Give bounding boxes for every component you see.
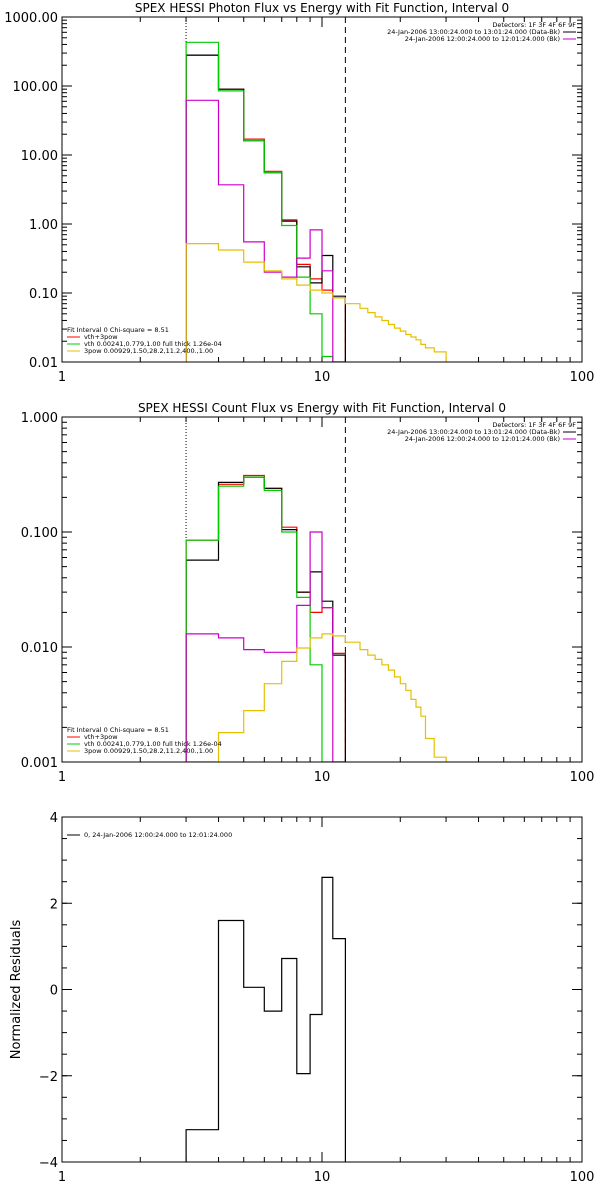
x-tick-label: 10 xyxy=(314,770,331,785)
x-tick-label: 10 xyxy=(314,1170,331,1185)
x-tick-label: 10 xyxy=(314,370,331,385)
y-tick-label: 100.00 xyxy=(13,80,59,95)
y-tick-label: −4 xyxy=(39,1156,58,1171)
series-group xyxy=(185,474,447,762)
series-line-2 xyxy=(185,54,346,362)
series-group xyxy=(185,41,447,362)
y-tick-label: 0 xyxy=(50,984,58,999)
legend-right-text: 24-Jan-2006 12:00:24.000 to 12:01:24.000… xyxy=(405,435,560,443)
legend-left-text: vth+3pow xyxy=(84,333,118,341)
y-tick-label: 0.010 xyxy=(21,641,58,656)
y-tick-label: 0.100 xyxy=(21,526,58,541)
series-group xyxy=(185,876,346,1162)
legend-left-text: Fit Interval 0 Chi-square = 8.51 xyxy=(67,726,169,734)
plot-frame xyxy=(61,416,583,763)
x-tick-label: 100 xyxy=(570,770,595,785)
y-tick-label: 0.01 xyxy=(29,356,58,371)
series-line-5 xyxy=(185,243,447,362)
legend-right-text: 24-Jan-2006 13:00:24.000 to 13:01:24.000… xyxy=(387,28,560,36)
x-tick-label: 1 xyxy=(58,770,66,785)
chart-panel-2: SPEX HESSI Count Flux vs Energy with Fit… xyxy=(21,401,595,785)
chart-panel-3: 1 10 100 4 2 0 −2 −4 Normalized Residuals 0, 24-J… xyxy=(9,811,594,1185)
y-tick-label: −2 xyxy=(39,1070,58,1085)
legend-left-text: 3pow 0.00929,1.50,28.2,11.2,400.,1.00 xyxy=(84,747,213,755)
chart-title: SPEX HESSI Count Flux vs Energy with Fit… xyxy=(138,401,506,415)
plot-frame xyxy=(61,816,583,1163)
y-tick-label: 1.000 xyxy=(21,411,58,426)
chart-title: SPEX HESSI Photon Flux vs Energy with Fi… xyxy=(135,1,509,15)
legend-right-text: 24-Jan-2006 12:00:24.000 to 12:01:24.000… xyxy=(405,35,560,43)
chart-panel-1: SPEX HESSI Photon Flux vs Energy with Fi… xyxy=(4,1,594,385)
series-line-3 xyxy=(185,476,346,762)
legend-left-text: vth+3pow xyxy=(84,733,118,741)
y-tick-label: 2 xyxy=(50,897,58,912)
series-line-4 xyxy=(185,531,346,762)
legend-right-text: Detectors: 1F 3F 4F 6F 9F xyxy=(492,21,576,29)
tick-marks xyxy=(61,16,583,363)
legend-left-text: Fit Interval 0 Chi-square = 8.51 xyxy=(67,326,169,334)
legend-left-text: 3pow 0.00929,1.50,28.2,11.2,400.,1.00 xyxy=(84,347,213,355)
series-line-5 xyxy=(186,633,447,762)
series-line-1 xyxy=(185,876,346,1162)
legend-right-text: Detectors: 1F 3F 4F 6F 9F xyxy=(492,421,576,429)
x-tick-label: 1 xyxy=(58,1170,66,1185)
x-tick-label: 100 xyxy=(570,370,595,385)
y-tick-label: 1.00 xyxy=(29,218,58,233)
plot-frame xyxy=(61,16,583,363)
y-tick-label: 4 xyxy=(50,811,58,826)
legend-left-text: vth 0.00241,0.779,1.00 full thick 1.26e-… xyxy=(84,740,222,748)
legend-left-text: vth 0.00241,0.779,1.00 full thick 1.26e-… xyxy=(84,340,222,348)
legend-right-text: 24-Jan-2006 13:00:24.000 to 13:01:24.000… xyxy=(387,428,560,436)
y-tick-label: 1000.00 xyxy=(4,11,58,26)
series-line-3 xyxy=(185,41,346,362)
x-tick-label: 1 xyxy=(58,370,66,385)
series-line-2 xyxy=(185,476,346,762)
x-tick-label: 100 xyxy=(570,1170,595,1185)
y-axis-label: Normalized Residuals xyxy=(9,920,24,1060)
legend-left-text: 0, 24-Jan-2006 12:00:24.000 to 12:01:24.… xyxy=(84,831,232,839)
y-tick-label: 0.10 xyxy=(29,287,58,302)
y-tick-label: 10.00 xyxy=(21,149,58,164)
y-tick-label: 0.001 xyxy=(21,756,58,771)
